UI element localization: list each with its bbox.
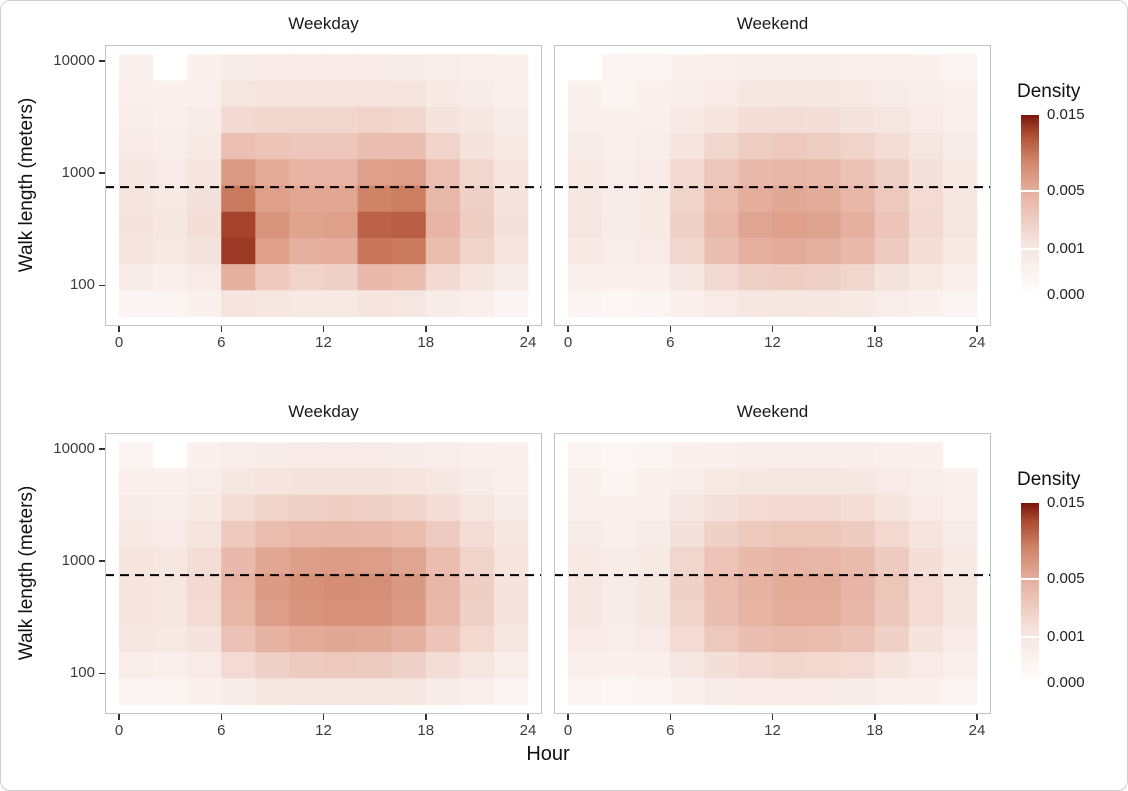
facet-row-top: Walk length (meters) Weekday Weekend Den…: [1, 1, 1127, 389]
x-tick-mark: [425, 714, 427, 720]
x-tick-mark: [118, 714, 120, 720]
x-tick-label: 12: [315, 334, 332, 351]
x-tick-label: 18: [417, 722, 435, 739]
legend-tick-label: 0.005: [1047, 570, 1085, 588]
heatmap-canvas-weekend-bottom: [554, 433, 991, 714]
x-tick-mark: [567, 326, 569, 332]
heatmap-canvas-weekday-bottom: [105, 433, 542, 714]
panel-weekend-top: [554, 45, 991, 326]
y-tick-mark: [99, 284, 105, 287]
legend-title: Density: [1017, 469, 1081, 490]
y-tick-mark: [99, 172, 105, 174]
legend-tick-label: 0.000: [1047, 286, 1085, 303]
heatmap-canvas-weekend-top: [554, 45, 991, 326]
y-tick-label: 1000: [61, 552, 95, 570]
legend-tick-label: 0.000: [1047, 674, 1085, 691]
panel-weekday-top: [105, 45, 542, 326]
facet-strip-weekday-bottom: Weekday: [288, 402, 359, 421]
x-tick-label: 24: [968, 722, 986, 739]
y-tick-label: 100: [69, 664, 95, 682]
legend-tick-label: 0.015: [1047, 106, 1085, 123]
x-tick-label: 18: [866, 722, 884, 739]
panel-weekday-bottom: [105, 433, 542, 714]
facet-row-bottom: Walk length (meters) Weekday Weekend Den…: [1, 389, 1127, 777]
x-tick-label: 6: [217, 722, 226, 739]
x-tick-mark: [874, 714, 876, 720]
x-tick-mark: [118, 326, 120, 332]
legend-tick-mark: [1021, 578, 1039, 581]
facet-strip-weekend-top: Weekend: [736, 14, 809, 33]
facet-strip-weekend-bottom: Weekend: [736, 402, 809, 421]
y-tick-mark: [99, 448, 105, 450]
x-tick-mark: [771, 326, 774, 332]
facet-strip-weekday-top: Weekday: [288, 14, 359, 33]
x-tick-mark: [527, 714, 529, 720]
x-tick-mark: [527, 326, 529, 332]
x-tick-label: 0: [563, 334, 573, 351]
x-tick-mark: [220, 714, 222, 720]
panel-weekend-bottom: [554, 433, 991, 714]
y-tick-mark: [99, 60, 105, 62]
legend-bottom: Density 0.015 0.005 0.001 0.000: [1015, 469, 1127, 769]
x-tick-mark: [567, 714, 569, 720]
x-tick-label: 24: [968, 334, 986, 351]
x-tick-mark: [874, 326, 876, 332]
heatmap-canvas-weekday-top: [105, 45, 542, 326]
y-tick-label: 10000: [53, 51, 95, 69]
y-tick-label: 1000: [61, 164, 95, 182]
y-tick-mark: [99, 672, 105, 675]
legend-top: Density 0.015 0.005 0.001 0.000: [1015, 81, 1127, 381]
x-axis-title: Hour: [526, 743, 570, 765]
x-tick-label: 18: [417, 334, 435, 351]
x-tick-mark: [771, 714, 774, 720]
x-tick-mark: [976, 714, 978, 720]
x-tick-mark: [425, 326, 427, 332]
legend-colorbar: [1021, 503, 1039, 683]
legend-title: Density: [1017, 81, 1081, 102]
x-tick-mark: [322, 714, 325, 720]
legend-colorbar: [1021, 115, 1039, 295]
x-tick-label: 6: [666, 722, 675, 739]
legend-tick-mark: [1021, 635, 1039, 638]
legend-tick-label: 0.001: [1047, 239, 1085, 257]
x-tick-label: 12: [764, 334, 781, 351]
legend-tick-mark: [1021, 190, 1039, 193]
x-tick-label: 18: [866, 334, 884, 351]
x-tick-label: 0: [563, 722, 573, 739]
x-tick-mark: [976, 326, 978, 332]
legend-tick-label: 0.015: [1047, 494, 1085, 511]
y-tick-label: 10000: [53, 439, 95, 457]
legend-tick-label: 0.001: [1047, 627, 1085, 645]
x-tick-mark: [669, 326, 671, 332]
x-tick-label: 24: [519, 722, 537, 739]
x-tick-label: 24: [519, 334, 537, 351]
y-tick-label: 100: [69, 276, 95, 294]
x-tick-mark: [322, 326, 325, 332]
x-tick-label: 6: [217, 334, 226, 351]
x-tick-label: 12: [764, 722, 781, 739]
legend-tick-mark: [1021, 247, 1039, 250]
x-tick-mark: [669, 714, 671, 720]
legend-tick-label: 0.005: [1047, 182, 1085, 200]
x-tick-label: 0: [114, 334, 124, 351]
x-tick-label: 12: [315, 722, 332, 739]
y-tick-mark: [99, 560, 105, 562]
x-tick-mark: [220, 326, 222, 332]
x-tick-label: 0: [114, 722, 124, 739]
x-tick-label: 6: [666, 334, 675, 351]
